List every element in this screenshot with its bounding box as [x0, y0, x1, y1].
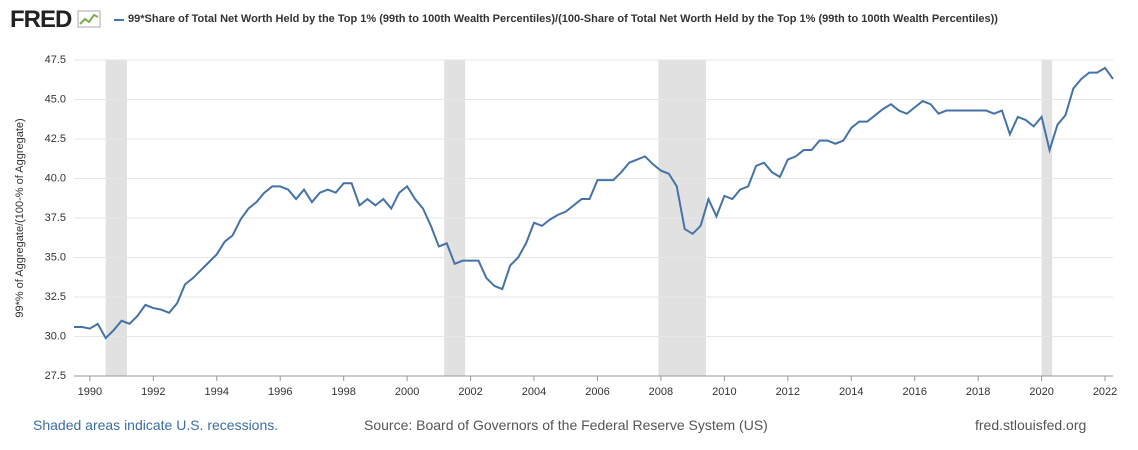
logo-text: FRED — [10, 6, 72, 33]
chart: 27.5 30.0 32.5 35.0 37.5 40.0 42.5 45.0 47.5 1990… — [14, 54, 1117, 398]
y-axis-label: 99*% of Aggregate/(100-% of Aggregate) — [14, 118, 26, 317]
x-tick-label: 2012 — [776, 386, 800, 398]
x-tick-label: 1992 — [141, 386, 165, 398]
y-tick-label: 27.5 — [45, 370, 66, 382]
y-tick-label: 45.0 — [45, 93, 66, 105]
x-tick-label: 2004 — [522, 386, 546, 398]
recession-note: Shaded areas indicate U.S. recessions. — [33, 417, 279, 433]
fred-logo: FRED — [10, 6, 101, 34]
x-tick-label: 2010 — [712, 386, 736, 398]
y-tick-label: 40.0 — [45, 172, 66, 184]
y-tick-label: 32.5 — [45, 291, 66, 303]
x-tick-label: 2018 — [966, 386, 990, 398]
x-tick-label: 1994 — [205, 386, 229, 398]
logo-icon — [77, 10, 101, 28]
x-tick-label: 1996 — [268, 386, 292, 398]
x-tick-label: 2016 — [902, 386, 926, 398]
x-tick-label: 2000 — [395, 386, 419, 398]
legend-label: 99*Share of Total Net Worth Held by the … — [128, 13, 998, 25]
y-tick-label: 47.5 — [45, 54, 66, 66]
x-tick-label: 2008 — [649, 386, 673, 398]
x-tick-label: 2014 — [839, 386, 863, 398]
y-tick-label: 35.0 — [45, 251, 66, 263]
site: fred.stlouisfed.org — [975, 417, 1087, 433]
y-tick-label: 37.5 — [45, 212, 66, 224]
series-line — [74, 66, 1114, 340]
x-tick-label: 2006 — [585, 386, 609, 398]
x-tick-label: 1998 — [331, 386, 355, 398]
legend-swatch — [114, 19, 124, 21]
source: Source: Board of Governors of the Federa… — [364, 417, 768, 433]
x-tick-label: 2022 — [1093, 386, 1117, 398]
y-tick-label: 30.0 — [45, 330, 66, 342]
x-tick-label: 2020 — [1029, 386, 1053, 398]
y-tick-label: 42.5 — [45, 133, 66, 145]
x-tick-label: 2002 — [458, 386, 482, 398]
x-tick-label: 1990 — [78, 386, 102, 398]
legend: 99*Share of Total Net Worth Held by the … — [114, 12, 1028, 27]
